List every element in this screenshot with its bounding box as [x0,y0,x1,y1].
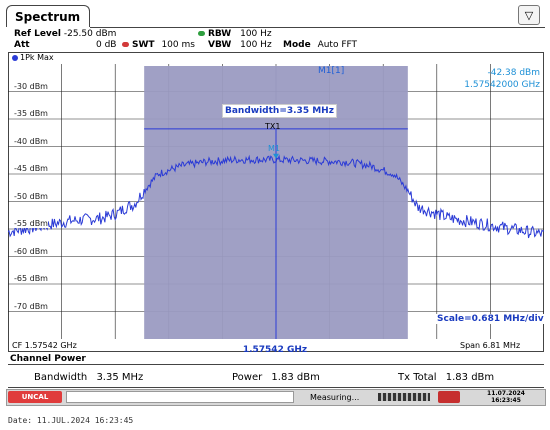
result-power-label: Power [232,372,263,383]
vbw: VBW 100 Hz [208,40,272,51]
result-txtotal-label: Tx Total [398,372,437,383]
marker-frequency: 1.57542000 GHz [464,80,540,90]
center-frequency-label: CF 1.57542 GHz [12,341,77,350]
ref-level-label: Ref Level [14,29,61,39]
ref-level-value: -25.50 dBm [63,29,117,39]
y-axis-label: -35 dBm [14,109,48,118]
status-time: 16:23:45 [491,397,521,404]
y-axis-label: -45 dBm [14,164,48,173]
result-bandwidth-label: Bandwidth [34,372,88,383]
status-date: 11.07.2024 [487,390,525,397]
marker-tag: M1 [268,144,280,153]
marker-name: M1[1] [318,66,345,76]
y-axis-label: -40 dBm [14,136,48,146]
y-axis-label: -65 dBm [14,274,48,283]
y-axis-label: -30 dBm [14,81,48,91]
spectrum-plot-frame [8,52,544,352]
datetime: 11.07.2024 16:23:45 [470,390,542,405]
swt-label: SWT [132,40,155,50]
channel-power-title: Channel Power [10,354,86,364]
marker-triangle [273,153,279,159]
att-label: Att [14,40,30,50]
result-txtotal: Tx Total 1.83 dBm [398,372,494,383]
rbw: RBW 100 Hz [198,29,272,40]
result-bandwidth-value: 3.35 MHz [96,372,144,383]
marker-readout: -42.38 dBm 1.57542000 GHz [430,67,540,91]
status-message-box [66,391,294,403]
tab-divider [90,27,545,28]
trace-header: 1Pk Max [8,52,544,63]
y-axis-label: -60 dBm [14,246,48,256]
vbw-value: 100 Hz [240,40,272,50]
status-indicator-icon [438,391,460,403]
scale-label: Scale=0.681 MHz/div [436,314,545,324]
uncal-badge[interactable]: UNCAL [8,391,62,403]
result-power-value: 1.83 dBm [271,372,320,383]
trace-indicator-icon [12,55,18,61]
swt: SWT 100 ms [122,40,195,51]
footer-date: Date: 11.JUL.2024 16:23:45 [8,416,134,425]
swt-value: 100 ms [161,40,195,50]
y-axis-label: -50 dBm [14,191,48,201]
y-axis-label: -55 dBm [14,219,48,228]
menu-icon[interactable]: ▽ [518,5,540,25]
trace-label: 1Pk Max [20,53,54,62]
results-table [8,364,544,388]
tab-spectrum[interactable]: Spectrum [6,5,90,27]
mode: Mode Auto FFT [283,40,357,51]
trace-1pk-max [8,154,544,239]
marker-level: -42.38 dBm [487,68,540,78]
measuring-status: Measuring... [310,393,360,402]
progress-bar [378,393,430,401]
y-axis-label: -70 dBm [14,301,48,311]
rbw-label: RBW [208,29,232,39]
vbw-label: VBW [208,40,232,50]
ref-level: Ref Level -25.50 dBm [14,29,116,40]
bandwidth-label: Bandwidth=3.35 MHz [222,104,337,118]
rbw-value: 100 Hz [240,29,272,39]
spectrum-plot[interactable] [8,52,544,352]
result-txtotal-value: 1.83 dBm [445,372,495,383]
result-power: Power 1.83 dBm [232,372,320,383]
marker-m1 [273,153,279,159]
span-label: Span 6.81 MHz [460,341,521,350]
tx1-label: TX1 [265,122,281,131]
swt-indicator-icon [122,42,129,47]
center-frequency-value: 1.57542 GHz [242,345,308,355]
rbw-indicator-icon [198,31,205,36]
mode-label: Mode [283,40,311,50]
result-bandwidth: Bandwidth 3.35 MHz [34,372,143,383]
mode-value: Auto FFT [317,40,358,50]
att-value: 0 dB [96,40,117,50]
